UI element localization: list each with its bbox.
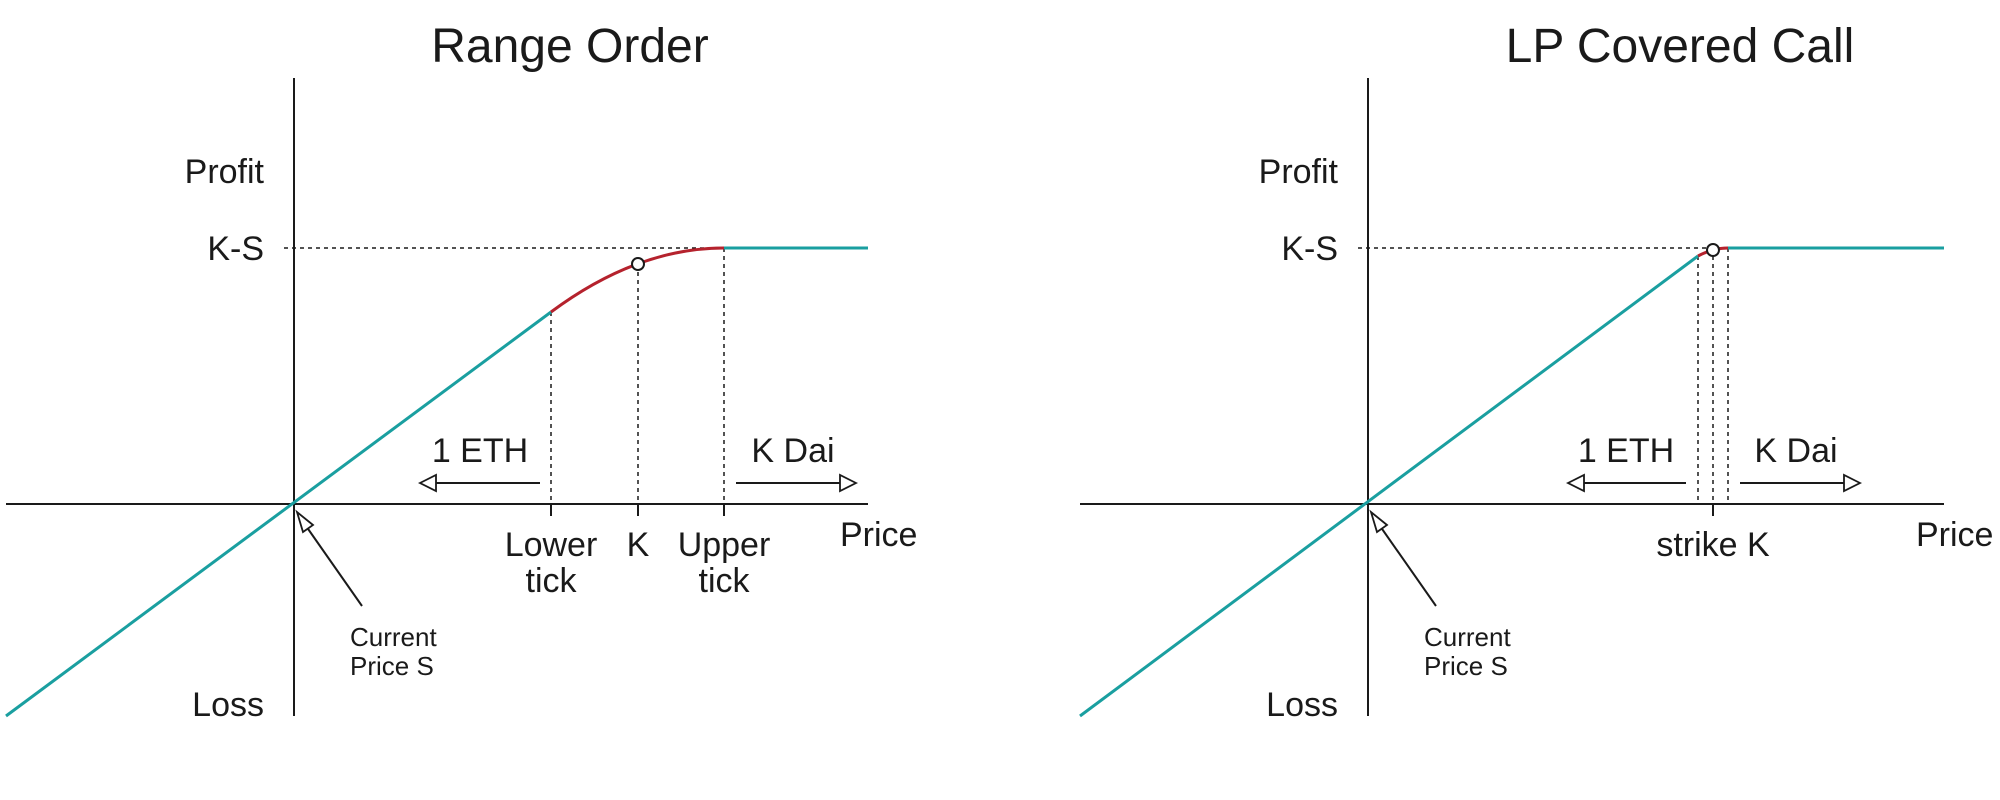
panel-title: LP Covered Call [1506, 20, 1855, 73]
current-price-label-2: Price S [350, 651, 434, 681]
dai-arrow-label: K Dai [751, 432, 834, 470]
left-arrow-head [1565, 473, 1585, 493]
profit-label: Profit [1259, 153, 1339, 191]
strike-k-label: strike K [1656, 526, 1770, 564]
eth-arrow-label: 1 ETH [1578, 432, 1674, 470]
payoff-line-linear [5, 310, 552, 718]
price-label: Price [1916, 516, 1993, 554]
panel-title: Range Order [431, 20, 708, 73]
current-price-label-1: Current [1424, 622, 1511, 652]
current-price-pointer-line [1379, 525, 1437, 607]
current-price-label-1: Current [350, 622, 437, 652]
current-price-pointer-head [1369, 509, 1389, 534]
profit-label: Profit [185, 153, 265, 191]
current-price-pointer-head [295, 509, 315, 534]
strike-point-marker [1706, 243, 1720, 257]
k-tick-label: K [627, 526, 650, 564]
upper-tick-label-2: tick [699, 562, 751, 600]
left-arrow-head [417, 473, 437, 493]
right-arrow-head [1843, 473, 1863, 493]
lp-covered-call-panel: LP Covered Call Profit Loss K-S Price 1 … [1079, 20, 1993, 724]
current-price-label-2: Price S [1424, 651, 1508, 681]
lower-tick-label-1: Lower [505, 526, 598, 564]
dai-arrow-label: K Dai [1754, 432, 1837, 470]
current-price-pointer-line [305, 525, 363, 607]
right-arrow-head [839, 473, 859, 493]
payoff-line-linear [1079, 254, 1699, 718]
upper-tick-label-1: Upper [678, 526, 771, 564]
k-minus-s-label: K-S [1281, 230, 1338, 268]
lower-tick-label-2: tick [526, 562, 578, 600]
strike-point-marker [631, 257, 645, 271]
k-minus-s-label: K-S [207, 230, 264, 268]
price-label: Price [840, 516, 917, 554]
range-order-panel: Range Order Profit Loss K-S Price 1 ETH … [5, 20, 917, 724]
eth-arrow-label: 1 ETH [432, 432, 528, 470]
loss-label: Loss [1266, 686, 1338, 724]
loss-label: Loss [192, 686, 264, 724]
